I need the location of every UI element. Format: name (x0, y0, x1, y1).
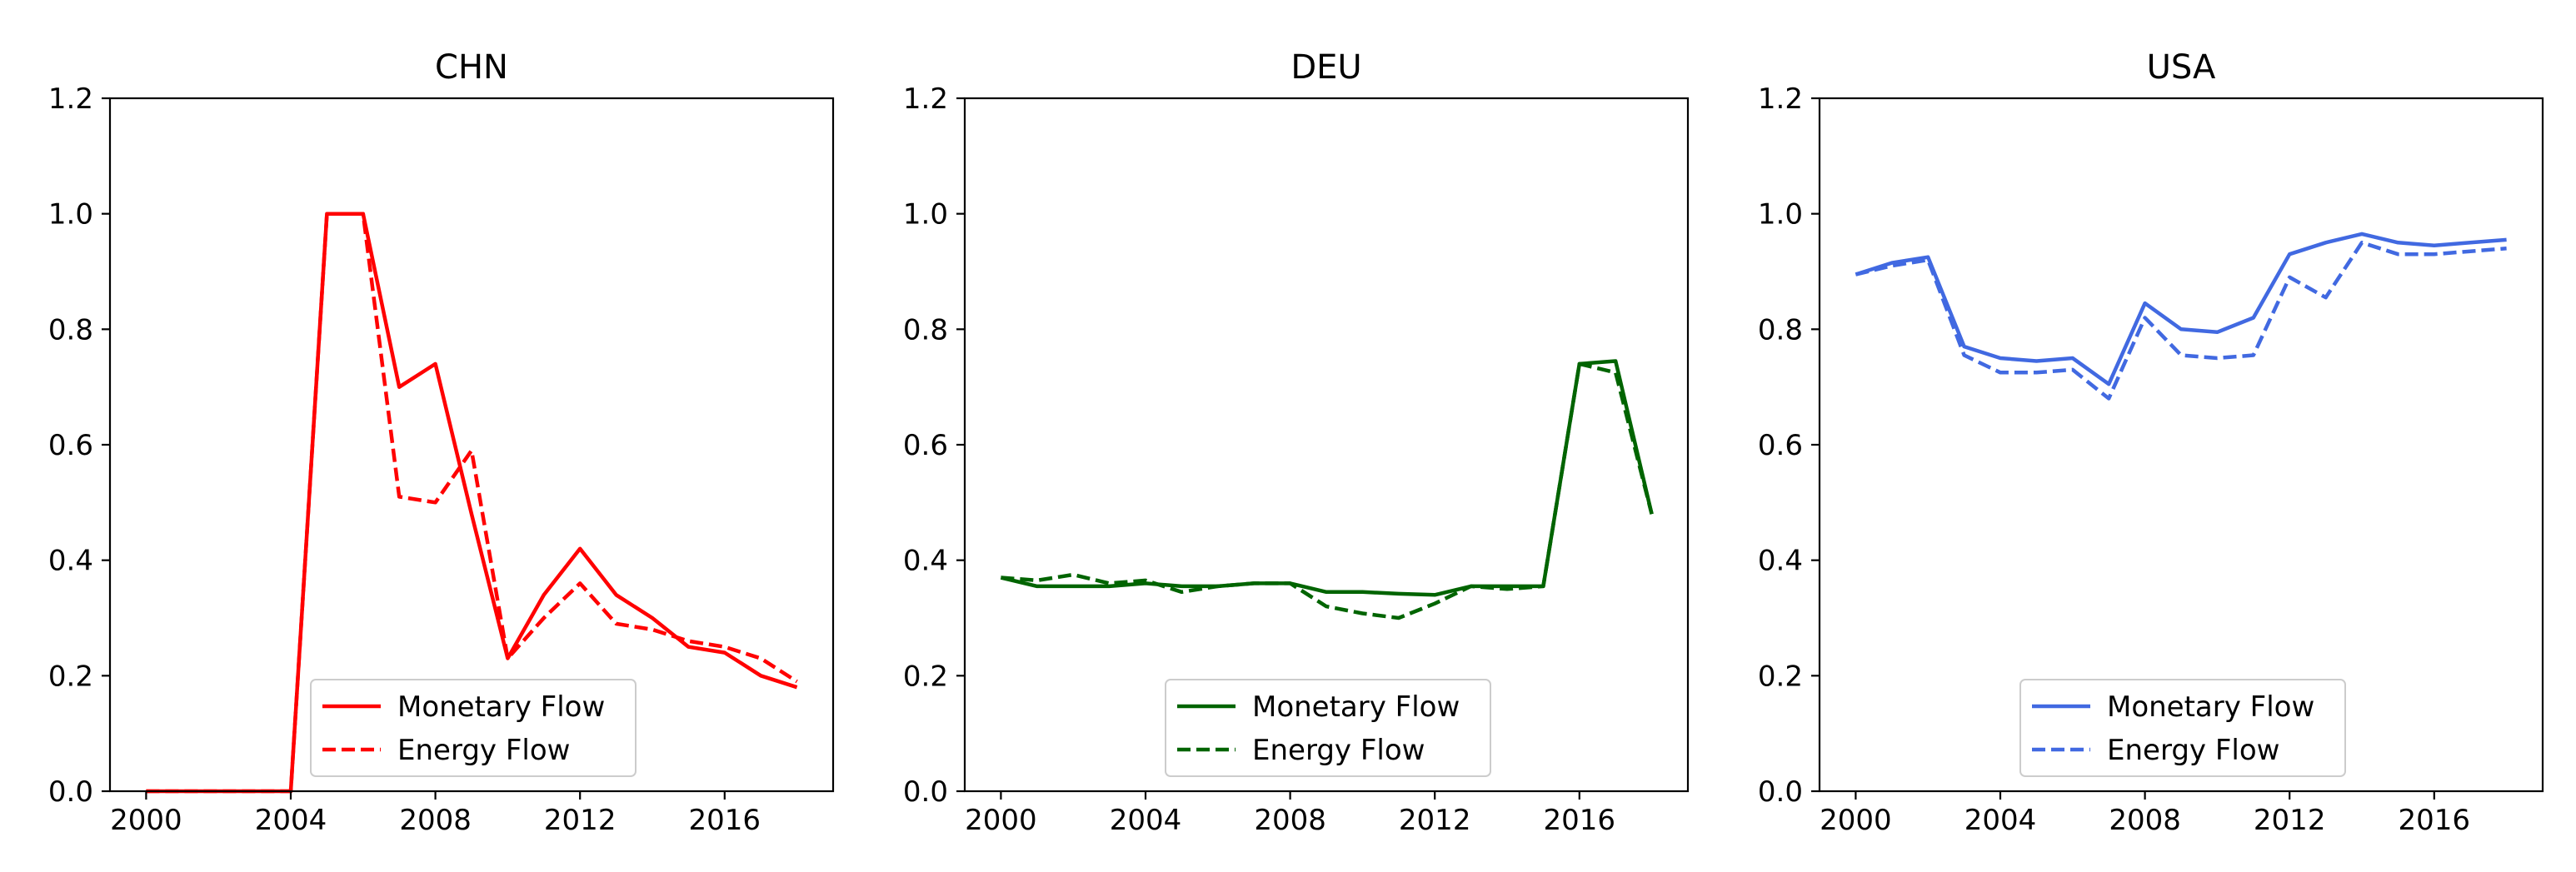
y-tick-label: 1.0 (903, 198, 948, 232)
y-tick-label: 0.4 (1758, 545, 1803, 578)
y-tick-label: 0.8 (903, 313, 948, 346)
y-tick-label: 0.0 (48, 775, 93, 809)
chart-title: DEU (1290, 48, 1361, 87)
y-tick-label: 0.0 (903, 775, 948, 809)
chart-panel-chn: CHN 2000 2004 2008 2012 2016 0.0 0.2 0.4 0.6 0.8 1.… (48, 48, 835, 837)
legend-label: Energy Flow (2107, 734, 2279, 767)
legend-box (1165, 679, 1491, 777)
x-tick-label: 2004 (1110, 804, 1182, 837)
x-tick-label: 2004 (255, 804, 327, 837)
y-tick-label: 0.8 (48, 313, 93, 346)
series-line-monetary-flow (1000, 359, 1654, 597)
legend: Monetary Flow Energy Flow (310, 679, 637, 777)
x-tick-label: 2016 (1544, 804, 1616, 837)
y-tick-label: 0.4 (48, 545, 93, 578)
y-tick-label: 0.8 (1758, 313, 1803, 346)
y-tick-label: 1.2 (903, 82, 948, 116)
legend: Monetary Flow Energy Flow (2019, 679, 2346, 777)
x-tick-label: 2016 (689, 804, 761, 837)
legend-label: Monetary Flow (2107, 690, 2314, 724)
y-tick-label: 0.2 (48, 660, 93, 693)
legend-label: Energy Flow (397, 734, 570, 767)
legend-box (2019, 679, 2346, 777)
x-tick-label: 2008 (399, 804, 472, 837)
chart-panel-usa: USA 2000 2004 2008 2012 2016 0.0 0.2 0.4 0.6 0.8 1.… (1758, 48, 2544, 837)
x-tick-label: 2000 (1820, 804, 1892, 837)
y-tick-label: 1.0 (1758, 198, 1803, 232)
y-tick-label: 0.2 (1758, 660, 1803, 693)
y-tick-label: 0.0 (1758, 775, 1803, 809)
series-line-energy-flow (1855, 241, 2507, 401)
y-tick-label: 1.2 (1758, 82, 1803, 116)
chart-title: CHN (435, 48, 508, 87)
x-tick-label: 2012 (1399, 804, 1471, 837)
chart-panel-deu: DEU 2000 2004 2008 2012 2016 0.0 0.2 0.4 0.6 0.8 1.… (903, 48, 1690, 837)
x-tick-label: 2012 (544, 804, 617, 837)
y-tick-label: 0.2 (903, 660, 948, 693)
legend-box (310, 679, 637, 777)
series-line-monetary-flow (1855, 232, 2507, 386)
x-tick-label: 2000 (110, 804, 182, 837)
x-tick-label: 2008 (2109, 804, 2181, 837)
y-tick-label: 1.0 (48, 198, 93, 232)
y-tick-label: 0.6 (1758, 429, 1803, 462)
x-tick-label: 2004 (1964, 804, 2037, 837)
series-line-energy-flow (1001, 361, 1654, 620)
legend: Monetary Flow Energy Flow (1165, 679, 1491, 777)
x-tick-label: 2008 (1254, 804, 1326, 837)
y-tick-label: 1.2 (48, 82, 93, 116)
y-tick-label: 0.4 (903, 545, 948, 578)
x-tick-label: 2000 (965, 804, 1037, 837)
y-tick-label: 0.6 (48, 429, 93, 462)
x-tick-label: 2012 (2254, 804, 2326, 837)
y-tick-label: 0.6 (903, 429, 948, 462)
x-tick-label: 2016 (2399, 804, 2471, 837)
legend-label: Monetary Flow (1252, 690, 1460, 724)
legend-label: Monetary Flow (397, 690, 605, 724)
legend-label: Energy Flow (1252, 734, 1425, 767)
chart-title: USA (2147, 48, 2216, 87)
